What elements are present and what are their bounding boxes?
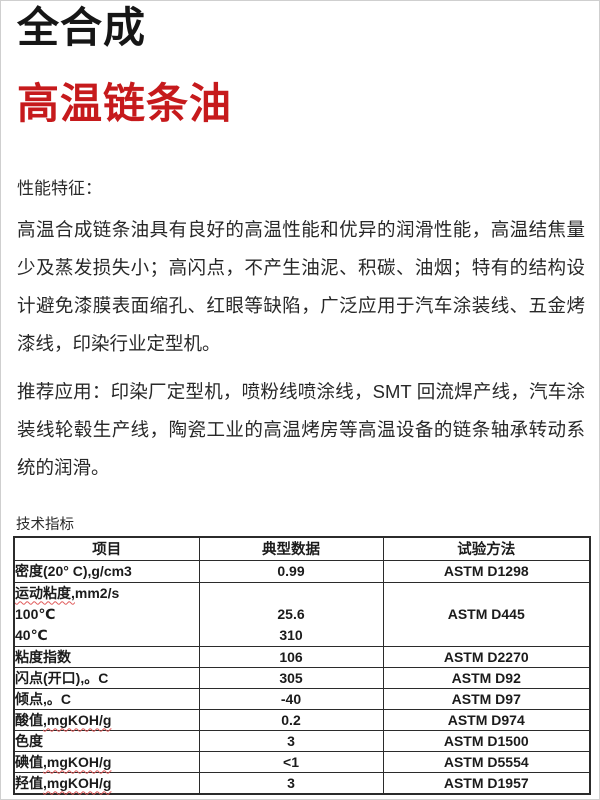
spec-item-cell: 色度 <box>13 729 200 752</box>
spec-item-line: 40℃ <box>15 626 48 643</box>
paragraph-line: 统的润滑。 <box>17 457 110 478</box>
header-cell-item: 项目 <box>13 536 200 561</box>
spec-value-cell: -40 <box>198 687 384 710</box>
spec-value-line: 310 <box>279 626 303 643</box>
spec-value-cell: 0.2 <box>198 708 384 731</box>
spec-method-cell: ASTM D5554 <box>382 750 591 773</box>
spec-item-name: 羟值 <box>15 774 43 791</box>
spec-method-cell: ASTM D97 <box>382 687 591 710</box>
table-row: 酸值,mgKOH/g 0.2 ASTM D974 <box>13 708 591 731</box>
header-cell-test-method: 试验方法 <box>382 536 591 561</box>
spec-method-cell: ASTM D445 <box>382 581 591 647</box>
paragraph-line: 装线轮毂生产线，陶瓷工业的高温烤房等高温设备的链条轴承转动系 <box>17 419 585 440</box>
paragraph-line: 少及蒸发损失小；高闪点，不产生油泥、积碳、油烟；特有的结构设 <box>17 257 585 278</box>
spec-value-cell: 25.6 310 <box>198 581 384 647</box>
table-row: 密度(20° C),g/cm3 0.99 ASTM D1298 <box>13 559 591 583</box>
paragraph-line: 高温合成链条油具有良好的高温性能和优异的润滑性能，高温结焦量 <box>17 219 585 240</box>
table-row: 羟值,mgKOH/g 3 ASTM D1957 <box>13 771 591 794</box>
spec-item-cell: 倾点,。C <box>13 687 200 710</box>
table-row: 闪点(开口),。C 305 ASTM D92 <box>13 666 591 689</box>
table-row: 碘值,mgKOH/g <1 ASTM D5554 <box>13 750 591 773</box>
features-heading: 性能特征： <box>17 179 102 198</box>
spec-value-cell: 106 <box>198 645 384 668</box>
spec-item-cell: 羟值,mgKOH/g <box>13 771 200 794</box>
spec-item-cell: 酸值,mgKOH/g <box>13 708 200 731</box>
spellcheck-underline: ,mgKOH/g <box>43 711 112 728</box>
spec-value-cell: 3 <box>198 729 384 752</box>
spellcheck-underline: ,mgKOH/g <box>43 774 112 791</box>
spec-method-cell: ASTM D1500 <box>382 729 591 752</box>
spec-value-cell: <1 <box>198 750 384 773</box>
spellcheck-underline: 运动粘度, <box>15 584 75 601</box>
spec-item-cell: 运动粘度,mm2/s 100℃ 40℃ <box>13 581 200 647</box>
header-cell-typical-data: 典型数据 <box>198 536 384 561</box>
spec-method-cell: ASTM D1957 <box>382 771 591 794</box>
spec-item-line: 运动粘度,mm2/s <box>15 583 199 604</box>
spec-item-cell: 闪点(开口),。C <box>13 666 200 689</box>
product-series-title: 全合成 <box>17 4 147 51</box>
spec-value-cell: 3 <box>198 771 384 794</box>
spellcheck-underline: ,mgKOH/g <box>43 753 112 770</box>
product-name-title: 高温链条油 <box>17 80 233 127</box>
spec-method-cell: ASTM D1298 <box>382 559 591 583</box>
spec-item-line: 100℃ <box>15 605 56 622</box>
table-row: 运动粘度,mm2/s 100℃ 40℃ 25.6 310 ASTM D445 <box>13 581 591 647</box>
spec-item-name: 酸值 <box>15 711 43 728</box>
spec-value-line <box>200 583 383 604</box>
spec-item-cell: 粘度指数 <box>13 645 200 668</box>
spec-value-cell: 305 <box>198 666 384 689</box>
paragraph-line: 漆线，印染行业定型机。 <box>17 333 221 354</box>
paragraph-line: 推荐应用：印染厂定型机，喷粉线喷涂线，SMT 回流焊产线，汽车涂 <box>17 381 585 402</box>
spec-method-cell: ASTM D92 <box>382 666 591 689</box>
spec-item-unit: mm2/s <box>74 584 120 601</box>
paragraph-line: 计避免漆膜表面缩孔、红眼等缺陷，广泛应用于汽车涂装线、五金烤 <box>17 295 585 316</box>
spec-method-cell: ASTM D974 <box>382 708 591 731</box>
table-row: 色度 3 ASTM D1500 <box>13 729 591 752</box>
spec-value-cell: 0.99 <box>198 559 384 583</box>
applications-paragraph: 推荐应用：印染厂定型机，喷粉线喷涂线，SMT 回流焊产线，汽车涂 装线轮毂生产线… <box>17 373 585 487</box>
specs-header-row: 项目 典型数据 试验方法 <box>13 536 591 561</box>
table-row: 倾点,。C -40 ASTM D97 <box>13 687 591 710</box>
specs-caption: 技术指标 <box>16 517 74 533</box>
specs-table: 项目 典型数据 试验方法 密度(20° C),g/cm3 0.99 ASTM D… <box>13 536 591 795</box>
spec-method-cell: ASTM D2270 <box>382 645 591 668</box>
spec-item-name: 碘值 <box>15 753 43 770</box>
features-paragraph: 高温合成链条油具有良好的高温性能和优异的润滑性能，高温结焦量 少及蒸发损失小；高… <box>17 211 585 363</box>
spec-value-line: 25.6 <box>277 605 305 622</box>
spec-item-cell: 碘值,mgKOH/g <box>13 750 200 773</box>
table-row: 粘度指数 106 ASTM D2270 <box>13 645 591 668</box>
spec-item-cell: 密度(20° C),g/cm3 <box>13 559 200 583</box>
